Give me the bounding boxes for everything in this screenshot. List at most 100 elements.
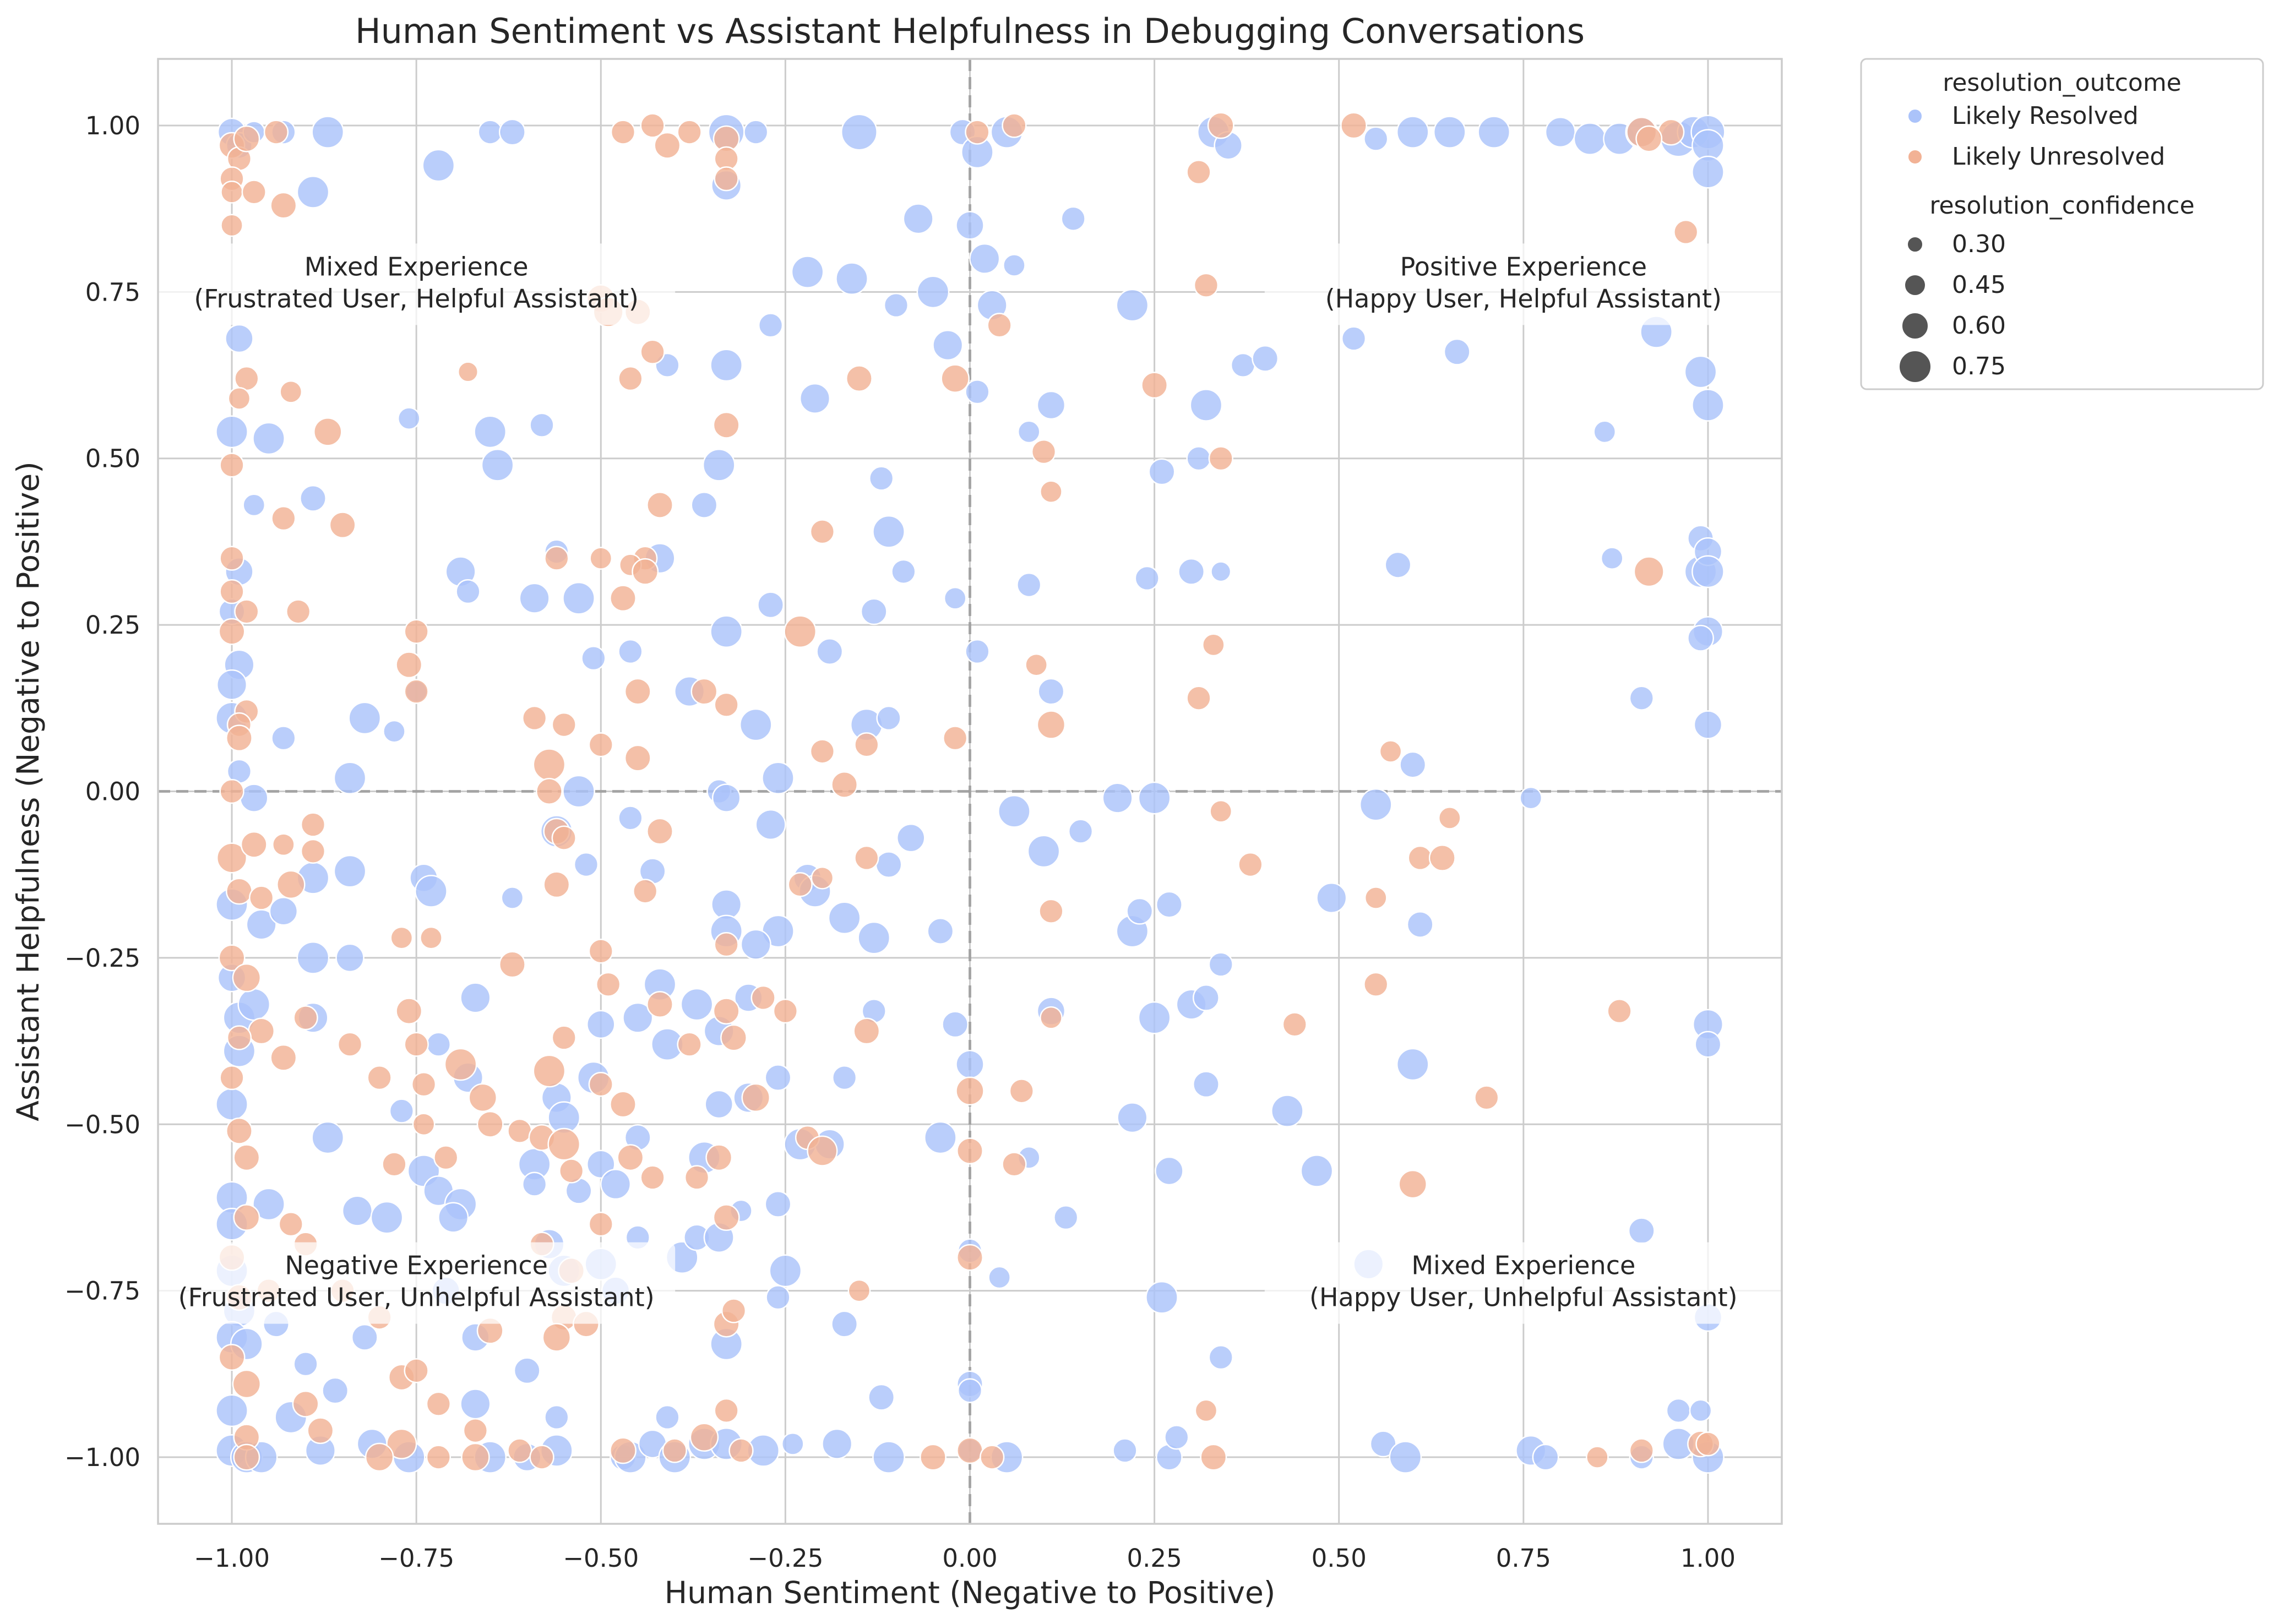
data-point (1607, 999, 1632, 1024)
annotation-backdrop (1264, 243, 1782, 325)
data-point (677, 1032, 702, 1057)
data-point (710, 615, 743, 648)
data-point (902, 203, 934, 235)
data-point (646, 991, 673, 1018)
data-point (1689, 1399, 1712, 1423)
data-point (920, 1443, 947, 1471)
data-point (226, 724, 253, 752)
annotation-text: Mixed Experience (1411, 1251, 1635, 1280)
data-point (335, 943, 365, 973)
data-point (1060, 206, 1086, 231)
data-point (389, 1098, 414, 1124)
data-point (965, 379, 990, 405)
legend-hue-label: Likely Resolved (1952, 102, 2139, 130)
x-tick-label: −0.75 (378, 1544, 454, 1573)
data-point (1192, 984, 1220, 1011)
data-point (596, 972, 621, 997)
data-point (461, 1442, 490, 1472)
data-point (226, 878, 253, 905)
data-point (728, 1438, 754, 1463)
data-point (712, 411, 740, 439)
data-point (1148, 458, 1176, 486)
data-point (329, 511, 356, 539)
data-point (1036, 710, 1066, 739)
data-point (501, 886, 524, 909)
data-point (956, 1137, 983, 1165)
data-point (219, 778, 244, 804)
data-point (234, 599, 259, 624)
data-point (1208, 952, 1233, 977)
data-point (498, 118, 526, 146)
data-point (1040, 1006, 1063, 1029)
data-point (220, 214, 243, 237)
data-point (831, 1065, 857, 1091)
data-point (618, 366, 643, 391)
data-point (1428, 844, 1456, 871)
data-point (610, 585, 637, 612)
data-point (610, 1437, 637, 1464)
data-point (1126, 897, 1154, 925)
data-point (1443, 338, 1471, 366)
data-point (426, 1032, 452, 1057)
data-point (1477, 116, 1511, 149)
data-point (831, 771, 858, 798)
data-point (1694, 1031, 1722, 1058)
data-point (252, 422, 285, 455)
data-point (1145, 1280, 1178, 1314)
data-point (1016, 572, 1042, 598)
data-point (551, 825, 576, 851)
data-point (232, 963, 262, 993)
data-point (828, 901, 861, 935)
data-point (351, 1323, 378, 1351)
data-point (624, 744, 651, 772)
data-point (1031, 439, 1057, 465)
data-point (313, 417, 342, 446)
data-point (1600, 547, 1624, 570)
data-point (215, 1394, 248, 1427)
y-tick-label: −1.00 (64, 1443, 140, 1472)
data-point (1666, 1398, 1691, 1424)
data-point (562, 775, 595, 808)
data-point (1116, 288, 1149, 322)
data-point (426, 1391, 452, 1416)
data-point (300, 812, 326, 837)
data-point (219, 546, 244, 571)
x-tick-label: 1.00 (1680, 1544, 1736, 1573)
data-point (293, 1005, 318, 1031)
data-point (551, 1025, 576, 1050)
data-point (955, 211, 985, 240)
data-point (383, 720, 406, 743)
legend-size-marker (1899, 350, 1932, 383)
data-point (943, 726, 968, 751)
chart-title: Human Sentiment vs Assistant Helpfulness… (355, 11, 1585, 51)
data-point (322, 1377, 349, 1404)
y-tick-label: 0.25 (85, 611, 140, 640)
data-point (764, 1190, 792, 1218)
legend-size-title: resolution_confidence (1929, 192, 2194, 220)
data-point (276, 870, 306, 900)
data-point (1186, 446, 1211, 471)
data-point (562, 581, 595, 615)
data-point (868, 1383, 895, 1411)
data-point (1252, 345, 1279, 372)
data-point (1573, 122, 1607, 155)
data-point (233, 1144, 260, 1171)
data-point (743, 119, 769, 145)
data-point (1271, 1094, 1304, 1127)
data-point (1040, 480, 1063, 504)
data-point (248, 1017, 275, 1045)
data-point (854, 732, 879, 757)
data-point (955, 1076, 985, 1106)
data-point (588, 1212, 613, 1237)
quadrant-annotation: Mixed Experience (Happy User, Unhelpful A… (1264, 1242, 1782, 1324)
legend-hue-title: resolution_outcome (1943, 69, 2182, 97)
data-point (868, 466, 894, 491)
data-point (588, 1072, 613, 1097)
data-point (755, 809, 786, 841)
data-point (1134, 565, 1160, 591)
data-point (714, 932, 739, 957)
data-point (1359, 788, 1393, 821)
legend-size-label: 0.45 (1952, 271, 2006, 299)
data-point (773, 999, 798, 1024)
data-point (1138, 1001, 1171, 1034)
